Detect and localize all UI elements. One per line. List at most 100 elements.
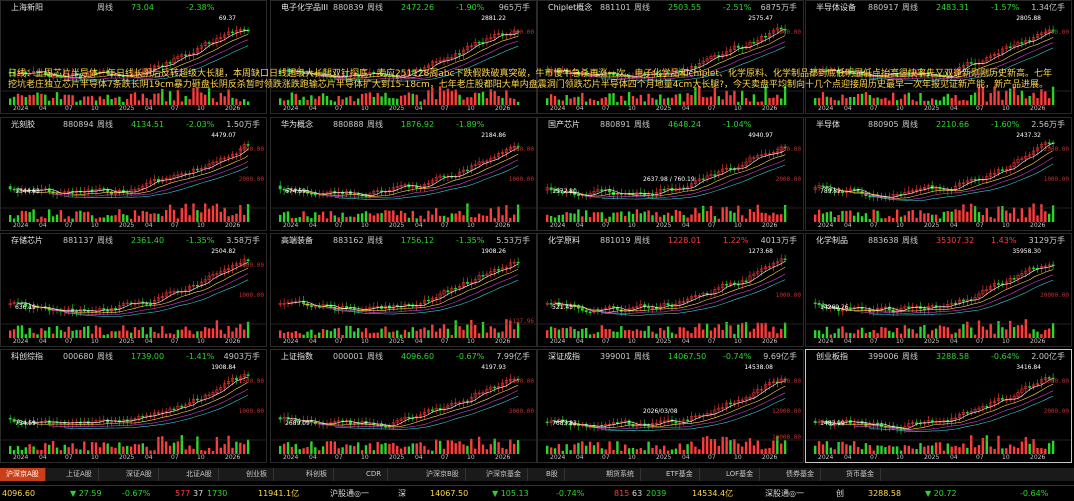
volume-bar: [825, 326, 829, 338]
candle-body: [485, 389, 489, 393]
chart-panel[interactable]: 电子化学品III 880839 周线 2472.26 -1.90% 965万手 …: [270, 0, 537, 114]
candle-body: [442, 175, 446, 178]
candle-body: [596, 309, 600, 311]
panel-volume: 3129万手: [1028, 236, 1065, 245]
market-tab[interactable]: ETF基金: [660, 468, 700, 481]
market-tab[interactable]: 沪深京基金: [480, 468, 528, 481]
x-axis-label: 10: [91, 454, 99, 461]
market-tab[interactable]: 深证A股: [120, 468, 159, 481]
volume-bar: [546, 98, 549, 105]
chart-panel[interactable]: 上证指数 000001 周线 4096.60 -0.67% 7.99亿手 419…: [270, 349, 537, 463]
volume-bar: [384, 210, 387, 222]
volume-bar: [79, 100, 82, 105]
chart-panel[interactable]: 半导体 880905 周线 2210.66 -1.60% 2.56万手 2437…: [805, 117, 1072, 231]
chart-panel[interactable]: 高端装备 883162 周线 1756.12 -1.35% 5.53万手 190…: [270, 233, 537, 347]
volume-bar: [569, 98, 572, 105]
candle-body: [911, 74, 915, 76]
volume-bar: [227, 325, 230, 338]
market-tab[interactable]: 沪深京B股: [420, 468, 466, 481]
chart-panel[interactable]: Chiplet概念 881101 周线 2503.55 -2.51% 6875万…: [537, 0, 804, 114]
chart-panel[interactable]: 光刻胶 880894 周线 4134.51 -2.03% 1.50万手 4479…: [0, 117, 267, 231]
chart-panel[interactable]: 华为概念 880888 周线 1876.92 -1.89% 2184.86 67…: [270, 117, 537, 231]
volume-bar: [396, 98, 399, 105]
market-tab[interactable]: 科创板: [300, 468, 334, 481]
candle-body: [238, 262, 242, 265]
volume-bar: [357, 213, 360, 222]
volume-bar: [733, 90, 736, 105]
volume-bar: [954, 445, 957, 454]
market-tab[interactable]: 上证A股: [60, 468, 99, 481]
chart-panel[interactable]: 上海新阳 周线 73.04 -2.38% 69.37 2024 04 07 10 202…: [0, 0, 267, 114]
candle-body: [721, 54, 725, 58]
chart-panel[interactable]: 半导体设备 880917 周线 2483.31 -1.57% 1.34亿手 28…: [805, 0, 1072, 114]
volume-bar: [1040, 448, 1043, 454]
moving-average-line: [334, 45, 519, 82]
chart-panel[interactable]: 科创综指 000680 周线 1739.00 -1.41% 4903万手 190…: [0, 349, 267, 463]
chart-panel[interactable]: 存储芯片 881137 周线 2361.40 -1.35% 3.58万手 250…: [0, 233, 267, 347]
candle-body: [1047, 142, 1051, 144]
chart-panel[interactable]: 创业板指 399006 周线 3288.58 -0.64% 2.00亿手 341…: [805, 349, 1072, 463]
volume-bar: [353, 101, 356, 105]
volume-bar: [122, 446, 125, 454]
market-tab[interactable]: B股: [540, 468, 565, 481]
market-tab[interactable]: 创业板: [240, 468, 274, 481]
volume-bar: [196, 436, 199, 454]
sz-up-count: 815: [614, 489, 630, 498]
volume-bar: [325, 441, 329, 454]
market-tab[interactable]: CDR: [360, 468, 389, 481]
candle-body: [442, 407, 446, 411]
candle-body: [149, 68, 153, 71]
volume-bar: [485, 449, 489, 454]
volume-bar: [860, 216, 864, 222]
volume-bar: [737, 443, 740, 454]
candle-body: [1032, 267, 1036, 270]
volume-bar: [470, 319, 473, 338]
candle-body: [203, 166, 207, 169]
chart-panel[interactable]: 国产芯片 880891 周线 4648.24 -1.04% 4940.97 15…: [537, 117, 804, 231]
panel-name: 化学制品: [816, 236, 848, 245]
sh-connect[interactable]: 沪股通◎一: [330, 489, 369, 498]
x-axis-label: 07: [171, 338, 179, 345]
volume-bar: [94, 218, 98, 222]
market-tab[interactable]: 债券基金: [780, 468, 821, 481]
volume-bar: [690, 441, 693, 454]
market-tab[interactable]: 货币基金: [840, 468, 881, 481]
candle-body: [596, 189, 600, 192]
volume-bar: [705, 210, 709, 222]
chart-panel[interactable]: 化学制品 883638 周线 35307.32 1.43% 3129万手 359…: [805, 233, 1072, 347]
market-tab[interactable]: 期货系统: [600, 468, 641, 481]
candle-body: [192, 284, 195, 287]
market-tab[interactable]: LOF基金: [720, 468, 761, 481]
market-tab[interactable]: 北证A股: [180, 468, 219, 481]
volume-bar: [814, 214, 817, 222]
moving-average-line: [287, 147, 519, 196]
kline-chart: [271, 257, 536, 338]
market-tab[interactable]: 沪深京A股: [0, 468, 46, 481]
panel-pct: -1.89%: [456, 120, 485, 129]
candle-body: [516, 145, 520, 148]
candle-body: [1024, 156, 1028, 159]
chart-panel[interactable]: 深证成指 399001 周线 14067.50 -0.74% 9.69亿手 14…: [537, 349, 804, 463]
x-axis-label: 2026: [1030, 338, 1046, 345]
volume-bar: [977, 212, 981, 222]
volume-bar: [744, 322, 748, 338]
volume-bar: [48, 444, 51, 454]
volume-bar: [1005, 90, 1008, 105]
volume-bar: [396, 215, 399, 222]
volume-bar: [849, 332, 852, 338]
sz-connect[interactable]: 深股通◎一: [765, 489, 804, 498]
volume-bar: [501, 331, 504, 338]
volume-bar: [376, 441, 379, 454]
volume-bar: [98, 447, 102, 454]
volume-bar: [624, 100, 627, 105]
volume-bar: [686, 217, 689, 222]
volume-bar: [279, 214, 282, 222]
candle-body: [430, 409, 434, 412]
volume-bar: [310, 441, 313, 454]
volume-bar: [682, 450, 685, 454]
x-axis-label: 2026: [1030, 105, 1046, 112]
candle-body: [145, 415, 149, 418]
volume-bar: [329, 211, 333, 222]
chart-panel[interactable]: 化学原料 881019 周线 1228.01 1.22% 4013万手 1273…: [537, 233, 804, 347]
candle-body: [1032, 37, 1036, 41]
